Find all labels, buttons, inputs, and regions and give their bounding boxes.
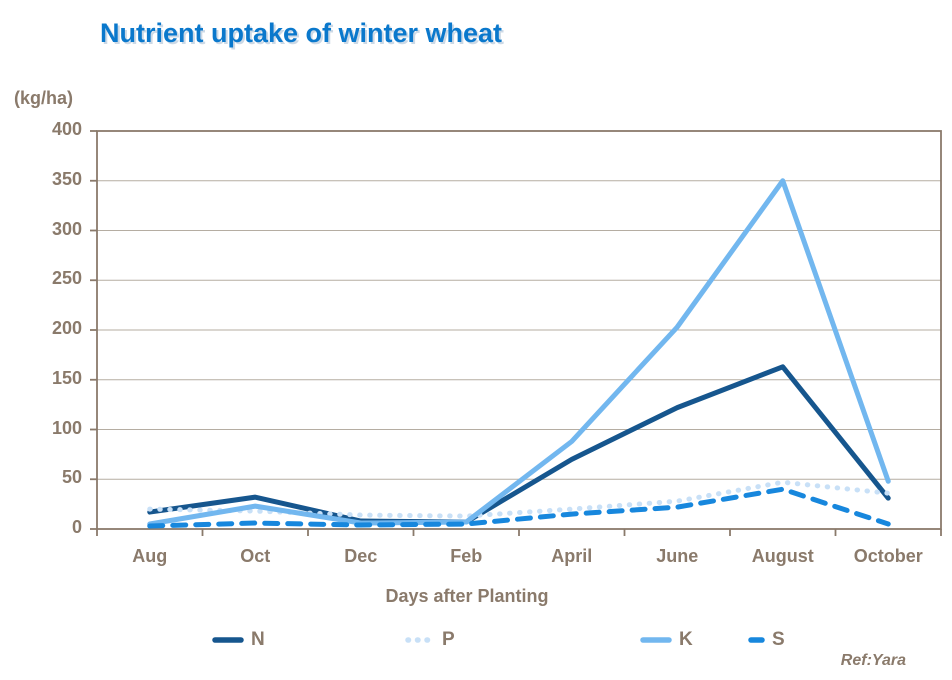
x-tick-label: Oct [240, 546, 271, 566]
legend-P-line-sample-icon [405, 637, 435, 643]
y-tick-label: 350 [51, 168, 82, 189]
series-line-P [147, 479, 891, 519]
series-line-S [147, 486, 891, 529]
legend-label-P: P [442, 629, 455, 650]
y-tick-label: 250 [51, 268, 82, 289]
x-tick-label: October [853, 546, 923, 566]
legend-S-line-sample-icon [748, 637, 765, 643]
y-tick-label: 400 [51, 119, 82, 139]
legend-label-K: K [679, 629, 693, 650]
legend-K-line-sample-icon [640, 637, 672, 643]
legend-item-N: N [212, 629, 265, 651]
legend-item-S: S [748, 629, 785, 651]
y-tick-label: 50 [61, 467, 82, 488]
series-line-K [147, 178, 891, 527]
legend-item-P: P [405, 629, 455, 651]
x-tick-label: April [551, 546, 593, 566]
x-tick-label: June [656, 546, 699, 566]
legend-label-N: N [251, 629, 265, 650]
reference-note: Ref:Yara [840, 652, 906, 669]
x-tick-label: August [751, 546, 814, 566]
y-tick-label: 0 [71, 517, 82, 537]
y-tick-label: 100 [51, 417, 82, 438]
legend-item-K: K [640, 629, 693, 651]
x-axis-title: Days after Planting [385, 586, 549, 606]
x-tick-label: Dec [344, 546, 378, 566]
series-line-N [147, 364, 891, 525]
chart-title: Nutrient uptake of winter wheat [100, 18, 503, 48]
y-axis-unit-label: (kg/ha) [14, 88, 74, 108]
y-tick-label: 300 [51, 218, 82, 239]
x-tick-label: Aug [132, 546, 168, 566]
y-tick-label: 200 [51, 318, 82, 338]
y-tick-label: 150 [51, 367, 82, 388]
legend-label-S: S [772, 629, 785, 650]
legend-N-line-sample-icon [212, 637, 244, 643]
x-tick-label: Feb [450, 546, 483, 566]
